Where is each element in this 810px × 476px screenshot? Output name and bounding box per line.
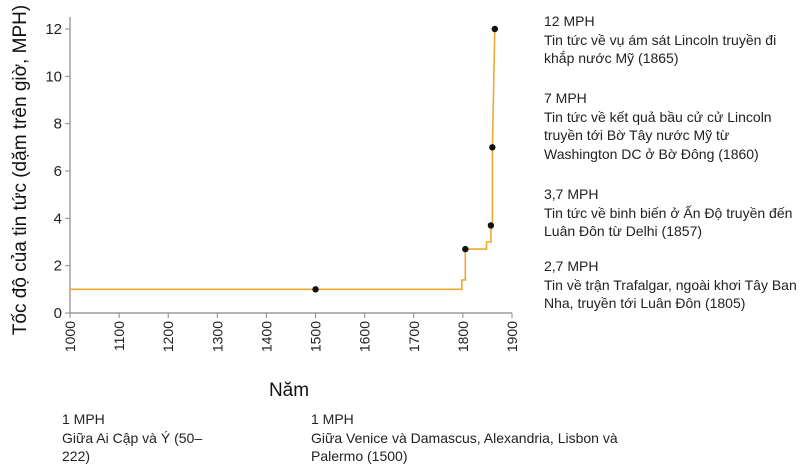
x-tick-label: 1100 (111, 321, 127, 351)
annotation-1mph-egypt-italy: 1 MPH Giữa Ai Cập và Ý (50–222) (62, 410, 212, 466)
annotation-heading: 12 MPH (544, 13, 595, 29)
x-tick-label: 1800 (455, 321, 471, 352)
data-point (312, 286, 319, 293)
annotation-3-7mph: 3,7 MPH Tin tức về binh biến ở Ấn Độ tru… (544, 185, 806, 241)
annotation-1mph-venice: 1 MPH Giữa Venice và Damascus, Alexandri… (311, 410, 651, 466)
annotation-2-7mph: 2,7 MPH Tin về trận Trafalgar, ngoài khơ… (544, 257, 806, 313)
annotation-heading: 2,7 MPH (544, 258, 599, 274)
x-tick-label: 1300 (209, 321, 225, 352)
annotation-7mph: 7 MPH Tin tức về kết quả bầu cử cử Linco… (544, 89, 784, 163)
annotation-text: Tin về trận Trafalgar, ngoài khơi Tây Ba… (544, 276, 797, 312)
x-tick-label: 1900 (504, 321, 520, 352)
annotation-heading: 3,7 MPH (544, 186, 599, 202)
data-point (489, 144, 496, 151)
y-tick-label: 2 (54, 258, 62, 275)
x-tick-label: 1500 (308, 321, 324, 352)
speed-series-line (70, 28, 496, 291)
x-tick-label: 1200 (160, 321, 176, 352)
annotation-text: Tin tức về binh biến ở Ấn Độ truyền đến … (544, 204, 793, 240)
points-layer (312, 25, 499, 293)
annotation-12mph: 12 MPH Tin tức về vụ ám sát Lincoln truy… (544, 12, 806, 68)
tick-labels: 1000 1100 1200 1300 1400 1500 1600 1700 1800 1900… (45, 21, 520, 352)
annotation-heading: 1 MPH (62, 411, 105, 427)
series-layer (70, 28, 496, 291)
y-tick-label: 6 (54, 163, 62, 180)
y-tick-label: 8 (54, 116, 62, 133)
x-tick-label: 1000 (62, 321, 78, 352)
y-tick-label: 0 (54, 305, 62, 322)
x-tick-label: 1600 (357, 321, 373, 352)
annotation-text: Giữa Venice và Damascus, Alexandria, Lis… (311, 429, 618, 465)
data-point (462, 245, 469, 253)
data-point (491, 25, 499, 33)
axes (65, 17, 513, 318)
annotation-text: Giữa Ai Cập và Ý (50–222) (62, 429, 203, 465)
y-tick-label: 12 (45, 21, 62, 38)
x-tick-label: 1400 (258, 321, 274, 352)
y-tick-label: 4 (54, 210, 62, 227)
annotation-heading: 7 MPH (544, 90, 587, 106)
y-axis-label: Tốc độ của tin tức (dặm trên giờ, MPH) (10, 5, 31, 335)
annotation-text: Tin tức về vụ ám sát Lincoln truyền đi k… (544, 31, 777, 67)
x-axis-label: Năm (269, 380, 309, 401)
y-tick-label: 10 (45, 68, 62, 85)
x-tick-label: 1700 (406, 321, 422, 352)
annotation-text: Tin tức về kết quả bầu cử cử Lincoln tru… (544, 108, 772, 162)
annotation-heading: 1 MPH (311, 411, 354, 427)
data-point (487, 222, 495, 229)
